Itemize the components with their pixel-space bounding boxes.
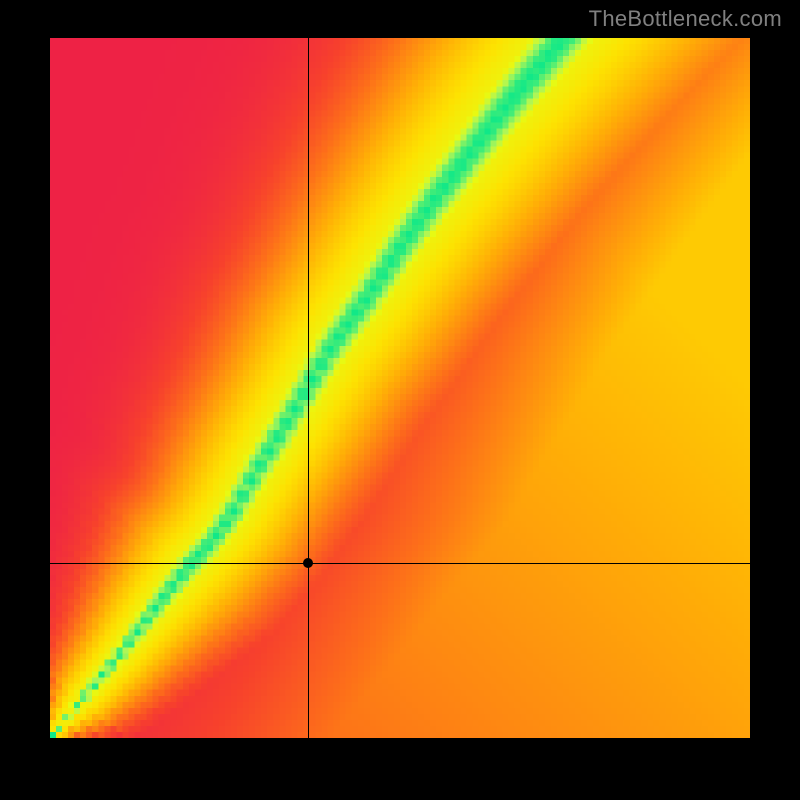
- heatmap-canvas: [50, 38, 750, 738]
- bottleneck-heatmap: [50, 38, 750, 738]
- crosshair-vertical: [308, 38, 309, 738]
- selection-marker: [303, 558, 313, 568]
- attribution-text: TheBottleneck.com: [589, 6, 782, 32]
- crosshair-horizontal: [50, 563, 750, 564]
